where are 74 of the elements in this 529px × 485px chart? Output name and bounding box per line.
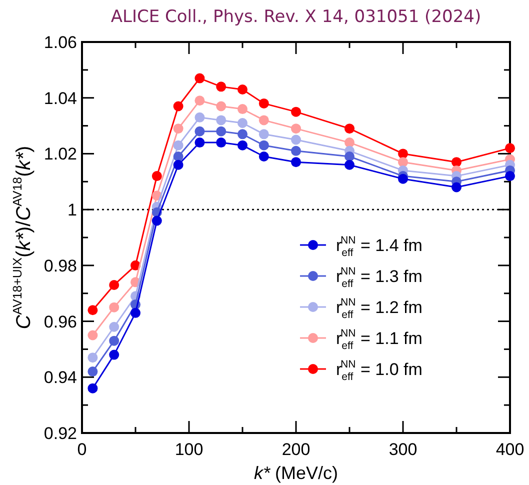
point — [109, 322, 120, 332]
point — [130, 308, 140, 318]
legend-label: r$_{eff}$$^{NN}$ = 1.4 fm — [336, 234, 422, 260]
point — [173, 124, 184, 134]
x-axis-title: k* (MeV/c) — [254, 463, 338, 483]
legend-label: r$_{eff}$$^{NN}$ = 1.1 fm — [336, 327, 422, 352]
legend-label: r$_{eff}$$^{NN}$ = 1.3 fm — [336, 265, 422, 290]
point — [258, 98, 269, 108]
point — [88, 366, 98, 377]
point — [344, 160, 354, 170]
y-tick-label: 0.96 — [44, 312, 77, 332]
point — [291, 124, 301, 134]
y-tick-label: 1 — [68, 200, 77, 220]
point — [398, 157, 408, 168]
x-tick-label: 300 — [388, 440, 418, 459]
legend-label: r$_{eff}$$^{NN}$ = 1.2 fm — [336, 296, 422, 322]
point — [109, 350, 120, 360]
point — [88, 383, 98, 394]
y-tick-label: 1.04 — [44, 88, 77, 108]
point — [88, 330, 98, 340]
point — [452, 157, 462, 168]
point — [505, 171, 515, 182]
point — [109, 302, 120, 312]
point — [216, 126, 226, 136]
point — [173, 140, 184, 150]
point — [291, 134, 301, 145]
y-tick-label: 1.02 — [44, 144, 77, 164]
point — [238, 84, 248, 94]
point — [216, 138, 226, 148]
point — [152, 171, 162, 182]
point — [291, 157, 301, 168]
point — [238, 104, 248, 114]
point — [194, 73, 205, 84]
point — [238, 118, 248, 128]
point — [216, 101, 226, 112]
point — [398, 148, 408, 159]
legend-label: r$_{eff}$$^{NN}$ = 1.0 fm — [336, 358, 422, 384]
point — [173, 160, 184, 170]
point — [344, 124, 354, 134]
point — [452, 182, 462, 192]
y-tick-label: 1.06 — [44, 33, 77, 52]
x-tick-label: 0 — [77, 440, 87, 459]
x-tick-label: 200 — [282, 440, 310, 459]
chart-title: ALICE Coll., Phys. Rev. X 14, 031051 (2024) — [110, 7, 482, 27]
point — [238, 129, 248, 140]
point — [291, 146, 301, 156]
point — [258, 115, 269, 126]
point — [173, 152, 184, 162]
point — [152, 216, 162, 226]
point — [344, 138, 354, 148]
point — [194, 126, 205, 136]
point — [258, 129, 269, 140]
x-tick-label: 100 — [174, 440, 204, 459]
point — [344, 152, 354, 162]
y-tick-label: 0.98 — [44, 256, 77, 276]
point — [258, 140, 269, 150]
point — [216, 82, 226, 92]
x-tick-label: 400 — [496, 440, 524, 459]
point — [109, 280, 120, 290]
point — [216, 115, 226, 126]
point — [88, 305, 98, 316]
point — [173, 101, 184, 112]
point — [194, 96, 205, 106]
point — [291, 106, 301, 117]
point — [194, 138, 205, 148]
point — [238, 140, 248, 150]
y-tick-label: 0.94 — [44, 368, 77, 388]
point — [109, 336, 120, 346]
point — [194, 112, 205, 122]
y-tick-label: 0.92 — [44, 424, 77, 443]
point — [258, 152, 269, 162]
point — [88, 352, 98, 363]
point — [398, 174, 408, 184]
point — [505, 143, 515, 154]
